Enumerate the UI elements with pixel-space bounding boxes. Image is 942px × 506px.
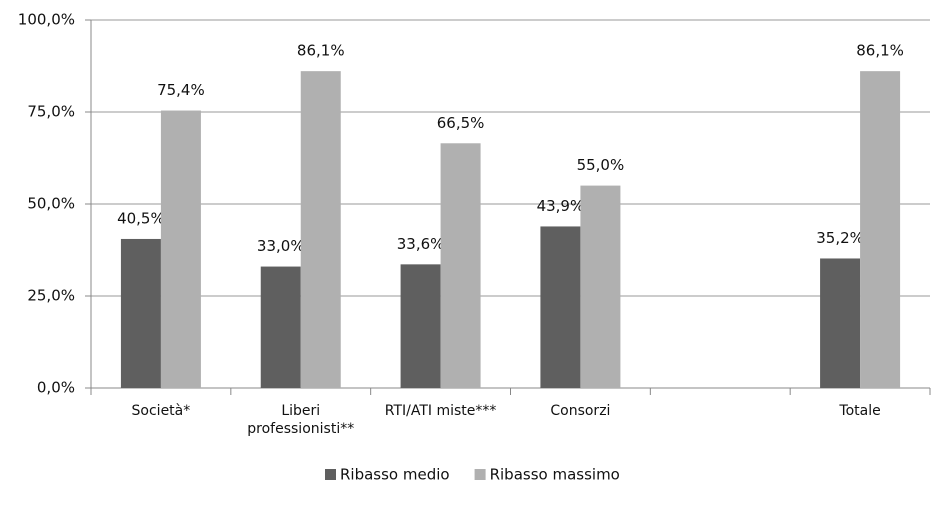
value-label: 40,5%	[117, 209, 165, 227]
y-tick-label: 0,0%	[37, 379, 75, 397]
x-tick-label: Società*	[131, 403, 191, 419]
bar	[820, 258, 861, 388]
value-label: 86,1%	[297, 42, 345, 60]
bar	[400, 264, 441, 388]
legend-label: Ribasso medio	[340, 466, 450, 484]
value-label: 55,0%	[577, 156, 625, 174]
value-label: 33,6%	[397, 235, 445, 253]
value-label: 33,0%	[257, 237, 305, 255]
legend-swatch	[474, 469, 486, 480]
value-label: 75,4%	[157, 81, 205, 99]
bar	[440, 143, 481, 388]
y-tick-label: 25,0%	[27, 287, 75, 305]
bar	[580, 185, 621, 388]
legend-swatch	[325, 469, 336, 480]
bar	[160, 110, 201, 388]
bar	[540, 226, 581, 388]
x-tick-label: Liberi professionisti**	[247, 403, 355, 437]
y-tick-label: 75,0%	[27, 103, 75, 121]
bar	[300, 71, 341, 388]
value-label: 43,9%	[537, 197, 585, 215]
value-label: 86,1%	[856, 42, 904, 60]
value-label: 35,2%	[816, 229, 864, 247]
bar	[860, 71, 901, 388]
y-tick-label: 100,0%	[18, 11, 75, 29]
bar	[260, 266, 301, 388]
legend-label: Ribasso massimo	[490, 466, 620, 484]
y-tick-label: 50,0%	[27, 195, 75, 213]
x-tick-label: Consorzi	[550, 403, 611, 419]
bar	[120, 238, 161, 388]
value-label: 66,5%	[437, 114, 485, 132]
x-tick-label: Totale	[839, 403, 881, 419]
x-tick-label: RTI/ATI miste***	[384, 403, 497, 419]
